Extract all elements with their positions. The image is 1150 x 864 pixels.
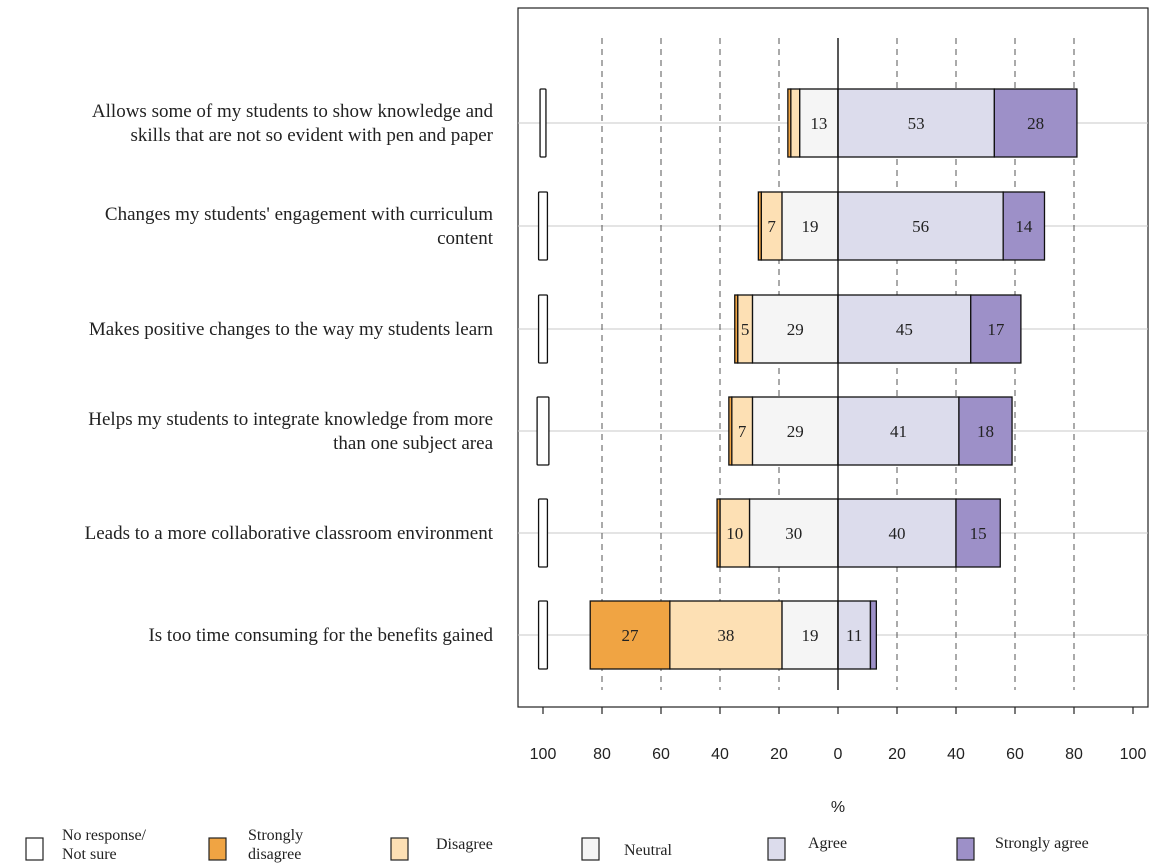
bar-segment: [787, 88, 792, 158]
no-response-bar: [537, 294, 549, 364]
data-label: 15: [970, 524, 987, 543]
legend-swatch: [767, 837, 786, 861]
bar-segment: [757, 191, 762, 261]
bar-segment: [790, 88, 801, 158]
x-tick-label: 80: [593, 746, 611, 763]
bar-segment: [589, 600, 671, 670]
bar-segment: [751, 294, 839, 364]
data-label: 29: [787, 320, 804, 339]
legend-item: Disagree: [390, 836, 493, 861]
data-label: 29: [787, 422, 804, 441]
legend-label: Agree: [808, 835, 847, 852]
category-label: Changes my students' engagement with cur…: [105, 204, 493, 225]
x-tick-label: 80: [1065, 746, 1083, 763]
x-tick-label: 0: [834, 746, 843, 763]
x-tick-label: 60: [652, 746, 670, 763]
x-tick-label: 100: [1120, 746, 1147, 763]
no-response-bar: [539, 88, 547, 158]
legend-label: Neutral: [624, 842, 673, 859]
data-label: 38: [717, 626, 734, 645]
category-label: Helps my students to integrate knowledge…: [88, 409, 493, 430]
x-tick-label: 40: [711, 746, 729, 763]
bar-segment: [719, 498, 751, 568]
legend-label: disagree: [248, 846, 301, 863]
data-label: 14: [1015, 217, 1033, 236]
x-tick-label: 20: [770, 746, 788, 763]
no-response-bar: [536, 396, 550, 466]
x-tick-label: 60: [1006, 746, 1024, 763]
no-response-bar: [537, 600, 549, 670]
bar-segment: [837, 498, 957, 568]
legend-label: Strongly: [248, 827, 303, 844]
data-label: 56: [912, 217, 929, 236]
bar-segment: [958, 396, 1013, 466]
bar-segment: [1002, 191, 1046, 261]
category-label: Makes positive changes to the way my stu…: [89, 319, 494, 340]
category-label: Allows some of my students to show knowl…: [92, 101, 494, 122]
category-label: Is too time consuming for the benefits g…: [148, 625, 493, 646]
bar-segment: [669, 600, 783, 670]
data-label: 11: [846, 626, 862, 645]
legend-swatch: [956, 837, 975, 861]
no-response-bar: [537, 191, 549, 261]
legend-swatch: [581, 837, 600, 861]
legend-label: No response/: [62, 827, 147, 844]
category-label: skills that are not so evident with pen …: [131, 125, 494, 146]
bar-segment: [716, 498, 721, 568]
data-label: 18: [977, 422, 994, 441]
bar-segment: [734, 294, 739, 364]
bar-segment: [728, 396, 733, 466]
category-label: than one subject area: [333, 433, 493, 454]
data-label: 7: [767, 217, 776, 236]
data-label: 30: [785, 524, 802, 543]
data-label: 28: [1027, 114, 1044, 133]
data-label: 5: [741, 320, 750, 339]
data-label: 27: [622, 626, 640, 645]
bar-segment: [955, 498, 1001, 568]
data-label: 41: [890, 422, 907, 441]
data-label: 10: [726, 524, 743, 543]
legend-swatch: [208, 837, 227, 861]
legend-label: Disagree: [436, 836, 493, 853]
data-label: 19: [801, 217, 818, 236]
legend-item: Strongly disagree: [208, 827, 303, 863]
legend-item: Strongly agree: [956, 835, 1089, 861]
bar-segment: [993, 88, 1078, 158]
bar-segment: [837, 396, 960, 466]
data-label: 45: [896, 320, 913, 339]
bar-segment: [970, 294, 1022, 364]
data-label: 40: [889, 524, 906, 543]
bar-segment: [869, 600, 878, 670]
legend-swatch: [390, 837, 409, 861]
data-label: 19: [801, 626, 818, 645]
data-label: 53: [908, 114, 925, 133]
legend-item: Neutral: [581, 837, 673, 861]
category-label: content: [437, 228, 494, 249]
no-response-bar: [537, 498, 549, 568]
legend-item: No response/Not sure: [25, 827, 147, 863]
legend-swatch: [25, 837, 44, 861]
x-tick-label: 20: [888, 746, 906, 763]
x-axis-title: %: [831, 799, 845, 816]
legend-label: Not sure: [62, 846, 117, 863]
data-label: 7: [738, 422, 747, 441]
legend-item: Agree: [767, 835, 847, 861]
data-label: 17: [987, 320, 1005, 339]
bar-segment: [751, 396, 839, 466]
data-label: 13: [810, 114, 827, 133]
x-tick-label: 40: [947, 746, 965, 763]
category-label: Leads to a more collaborative classroom …: [85, 523, 494, 544]
legend-label: Strongly agree: [995, 835, 1089, 852]
x-tick-label: 100: [530, 746, 557, 763]
bar-segment: [837, 294, 972, 364]
